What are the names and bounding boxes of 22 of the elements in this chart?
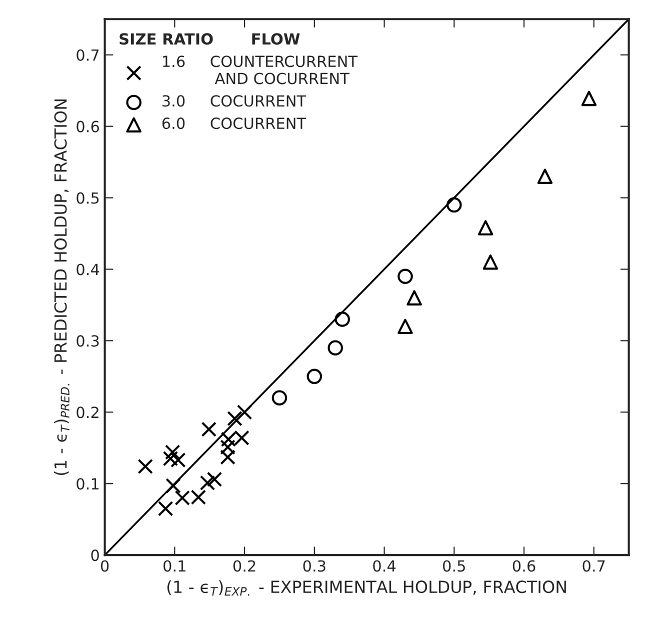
x-axis-title: (1 - ϵ$_{T}$)$_{EXP.}$ - EXPERIMENTAL HOLDUP, FRACTION	[167, 580, 566, 596]
legend-label: 6.0 COCURRENT	[162, 118, 306, 130]
y-tick-label: 0.1	[76, 478, 99, 490]
x-tick-label: 0.7	[582, 560, 605, 572]
y-tick-label: 0.7	[76, 49, 99, 61]
y-tick-label: 0.4	[76, 264, 100, 276]
y-tick-label: 0.2	[76, 406, 98, 418]
y-axis-title: (1 - ϵ$_{T}$)$_{PRED.}$ - PREDICTED HOLDUP, FRACTION	[54, 100, 70, 475]
y-tick-label: 0.6	[76, 120, 99, 132]
y-tick-label: 0.5	[76, 192, 99, 204]
x-tick-label: 0.3	[303, 560, 326, 572]
legend-label: 1.6 COUNTERCURRENT AND COCURRENT	[163, 56, 358, 84]
legend-label: 3.0 COCURRENT	[162, 95, 306, 107]
x-tick-label: 0	[100, 560, 109, 572]
legend-title: SIZE RATIO FLOW	[120, 33, 300, 45]
x-tick-label: 0.1	[164, 560, 186, 572]
x-tick-label: 0.6	[512, 560, 536, 572]
y-tick-label: 0.3	[76, 335, 99, 347]
x-tick-label: 0.5	[442, 560, 465, 572]
x-tick-label: 0.4	[373, 560, 396, 572]
y-tick-label: 0	[91, 550, 99, 562]
x-tick-label: 0.2	[233, 560, 256, 572]
